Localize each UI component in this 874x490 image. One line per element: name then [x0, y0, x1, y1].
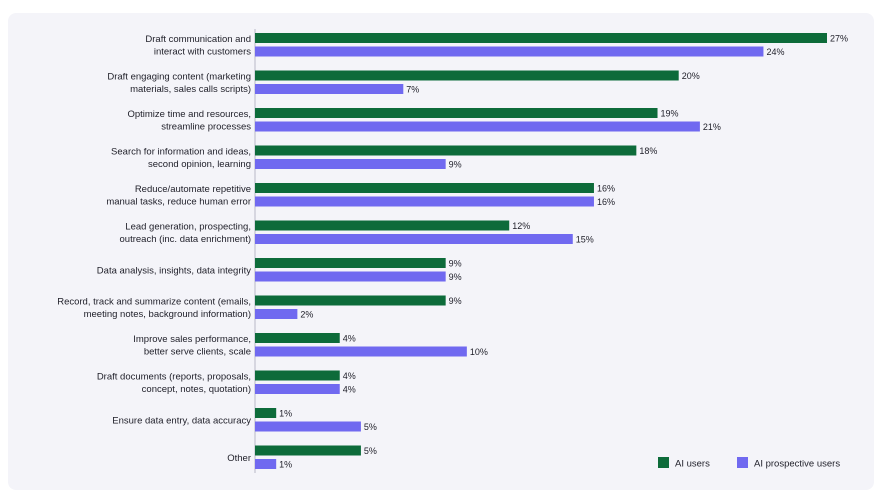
- bar-ai-users: [255, 445, 361, 456]
- category-label: Ensure data entry, data accuracy: [112, 415, 251, 426]
- data-label: 4%: [343, 385, 356, 395]
- data-label: 1%: [279, 409, 292, 419]
- chart-panel: [8, 13, 874, 490]
- bar-ai-prospective-users: [255, 421, 361, 432]
- bar-ai-users: [255, 370, 340, 381]
- bar-ai-users: [255, 183, 594, 193]
- data-label: 12%: [512, 221, 530, 231]
- data-label: 9%: [449, 272, 462, 282]
- data-label: 19%: [661, 109, 679, 119]
- bar-ai-prospective-users: [255, 196, 594, 207]
- data-label: 15%: [576, 235, 594, 245]
- bar-ai-users: [255, 70, 679, 81]
- bar-ai-prospective-users: [255, 309, 298, 319]
- bar-ai-prospective-users: [255, 84, 404, 94]
- category-label: Other: [227, 453, 251, 464]
- category-label: Draft engaging content (marketing materia…: [107, 72, 251, 96]
- bar-ai-prospective-users: [255, 384, 340, 394]
- legend-swatch: [737, 457, 748, 468]
- data-label: 9%: [449, 160, 462, 170]
- legend-label: AI users: [675, 459, 710, 470]
- data-label: 4%: [343, 371, 356, 381]
- data-label: 21%: [703, 122, 721, 132]
- bar-ai-users: [255, 108, 658, 118]
- data-label: 20%: [682, 71, 700, 81]
- data-label: 10%: [470, 347, 488, 357]
- data-label: 9%: [449, 259, 462, 269]
- bar-ai-prospective-users: [255, 234, 573, 244]
- category-label: Lead generation, prospecting, outreach (i…: [120, 222, 251, 246]
- bar-ai-users: [255, 220, 510, 231]
- bar-ai-prospective-users: [255, 46, 764, 57]
- bar-ai-users: [255, 258, 446, 268]
- data-label: 24%: [766, 47, 784, 57]
- bar-ai-prospective-users: [255, 159, 446, 169]
- data-label: 16%: [597, 197, 615, 207]
- category-label: Draft communication and interact with cus…: [145, 34, 251, 58]
- category-label: Data analysis, insights, data integrity: [97, 265, 251, 276]
- bar-ai-users: [255, 333, 340, 343]
- data-label: 2%: [300, 310, 313, 320]
- bar-ai-users: [255, 295, 446, 306]
- legend-label: AI prospective users: [754, 459, 840, 470]
- bar-ai-users: [255, 408, 277, 418]
- data-label: 5%: [364, 422, 377, 432]
- data-label: 4%: [343, 334, 356, 344]
- data-label: 7%: [406, 85, 419, 95]
- category-label: Improve sales performance, better serve c…: [133, 334, 251, 358]
- data-label: 1%: [279, 460, 292, 470]
- category-label: Optimize time and resources, streamline p…: [127, 109, 251, 133]
- data-label: 5%: [364, 446, 377, 456]
- data-label: 9%: [449, 296, 462, 306]
- bar-ai-prospective-users: [255, 121, 700, 132]
- category-label: Reduce/automate repetitive manual tasks, …: [106, 184, 251, 208]
- bar-ai-prospective-users: [255, 459, 277, 469]
- category-label: Record, track and summarize content (ema…: [57, 297, 251, 321]
- bar-ai-users: [255, 33, 827, 43]
- data-label: 16%: [597, 184, 615, 194]
- legend-swatch: [658, 457, 669, 468]
- category-label: Search for information and ideas, second …: [111, 147, 251, 171]
- category-label: Draft documents (reports, proposals, conc…: [97, 372, 251, 396]
- data-label: 18%: [639, 146, 657, 156]
- bar-ai-users: [255, 145, 637, 156]
- bar-ai-prospective-users: [255, 271, 446, 282]
- data-label: 27%: [830, 34, 848, 44]
- bar-ai-prospective-users: [255, 346, 467, 357]
